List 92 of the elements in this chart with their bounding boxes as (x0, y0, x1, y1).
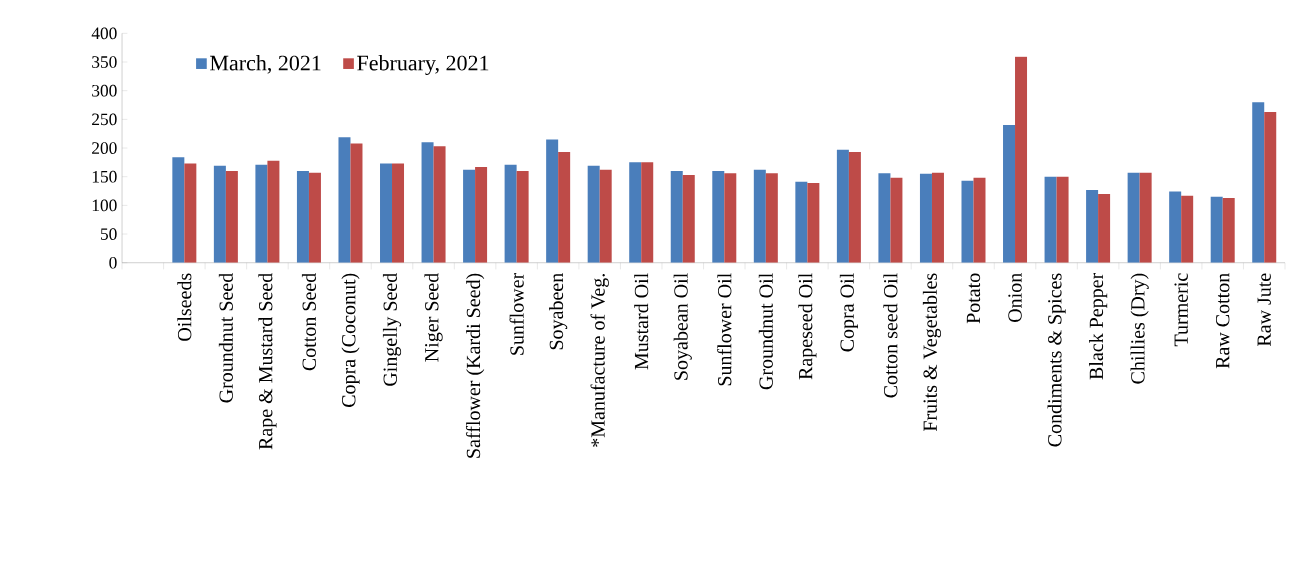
bar (296, 170, 309, 263)
x-tick-label: Copra Oil (839, 273, 858, 352)
x-tick-label: Turmeric (1174, 273, 1188, 347)
bar (1044, 176, 1057, 263)
y-tick-label: 350 (92, 56, 117, 68)
bar (724, 173, 737, 263)
bar (558, 151, 571, 263)
x-tick-label: Fruits & Vegetables (922, 273, 942, 432)
bar (1139, 172, 1152, 263)
x-tick-label: Safflower (Kardi Seed) (465, 273, 485, 458)
bar (1098, 193, 1111, 263)
bar (350, 143, 363, 263)
bar (1181, 195, 1194, 263)
bar (765, 173, 778, 263)
y-tick-label: 400 (91, 27, 117, 40)
bar (836, 149, 849, 263)
bar (919, 173, 932, 263)
x-tick-label: Rape & Mustard Seed (258, 272, 277, 450)
y-tick-label: 100 (92, 199, 117, 212)
x-tick-label: Cotton Seed (301, 272, 316, 371)
bar (670, 170, 683, 263)
y-tick-label: 150 (92, 170, 117, 183)
x-tick-label: Groundnut Seed (218, 272, 233, 403)
bar (546, 139, 559, 263)
bar (890, 177, 903, 263)
x-tick-label: Onion (1008, 273, 1022, 322)
x-tick-label: Potato (966, 273, 981, 324)
x-tick-label: Gingelly Seed (382, 272, 402, 386)
bar (1252, 102, 1265, 263)
bar (380, 163, 393, 263)
bar (1127, 172, 1140, 263)
x-tick-label: Raw Jute (1257, 273, 1271, 347)
bar (267, 160, 280, 263)
bar (463, 169, 476, 263)
x-tick-label: Condiments & Spices (1047, 273, 1066, 447)
x-tick-label: Rapeseed Oil (798, 273, 817, 380)
bar (1086, 189, 1099, 263)
bar (931, 172, 944, 263)
bar (392, 163, 405, 263)
bar (1169, 191, 1182, 263)
bar (682, 174, 695, 263)
bar (184, 163, 197, 263)
y-tick-label: 50 (101, 228, 117, 240)
x-tick-label: Sunflower Oil (717, 273, 732, 386)
x-tick-label: *Manufacture of Veg. (590, 274, 609, 447)
bar (641, 162, 654, 263)
bar (172, 157, 185, 263)
legend-label: March, 2021 (210, 54, 321, 74)
bar (599, 169, 612, 263)
y-tick-label: 0 (109, 256, 117, 269)
bar (1003, 125, 1016, 263)
legend-label: February, 2021 (357, 54, 489, 75)
bar (516, 170, 529, 263)
bar (712, 170, 725, 263)
bar (848, 151, 861, 263)
bar (504, 164, 517, 263)
bar (1264, 111, 1277, 263)
bar (1222, 197, 1235, 263)
bar (255, 164, 268, 263)
y-tick-label: 300 (92, 84, 117, 97)
bar (795, 181, 808, 263)
x-tick-label: Sunflower (509, 272, 524, 355)
bar (308, 172, 321, 263)
x-tick-label: Chillies (Dry) (1130, 273, 1149, 384)
x-tick-label: Raw Cotton (1215, 273, 1230, 369)
bar (1056, 176, 1069, 263)
bar (1210, 196, 1223, 263)
bar (961, 180, 974, 263)
bar (753, 169, 766, 263)
bar (213, 165, 226, 263)
x-tick-label: Black Pepper (1089, 272, 1108, 380)
x-tick-label: Soyabean Oil (673, 273, 692, 380)
bar (1015, 56, 1028, 263)
y-tick-label: 200 (92, 142, 117, 154)
x-tick-label: Copra (Coconut) (341, 273, 360, 407)
bar (807, 182, 820, 263)
x-tick-label: Niger Seed (424, 272, 443, 362)
x-tick-label: Cotton seed Oil (883, 273, 898, 398)
x-tick-label: Soyabeen (549, 273, 568, 350)
x-tick-label: Mustard Oil (634, 273, 649, 370)
y-tick-label: 250 (92, 113, 117, 126)
bar (973, 177, 986, 263)
x-tick-label: Groundnut Oil (758, 273, 773, 390)
bar (225, 170, 238, 263)
bar (433, 146, 446, 263)
x-tick-label: Oilseeds (177, 273, 192, 341)
bar (878, 173, 891, 263)
bar (587, 165, 600, 263)
bar (629, 162, 642, 263)
bar (475, 166, 488, 263)
bar (338, 137, 351, 263)
bar (421, 142, 434, 263)
